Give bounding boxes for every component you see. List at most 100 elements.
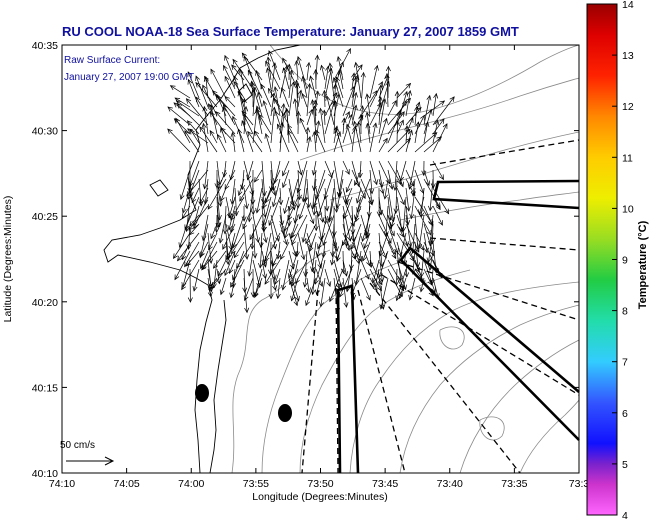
range-line [429,237,580,251]
current-arrow [369,268,382,292]
current-arrow [208,232,218,251]
current-arrow [414,232,425,251]
current-arrow [310,99,317,135]
current-arrow [270,178,277,196]
colorbar-tick-label: 12 [622,101,634,113]
current-arrow [423,232,429,254]
current-arrow [329,250,335,266]
contour-line [299,269,471,474]
range-line [357,289,406,474]
colorbar-ticks: 14 13 12 11 10 9 8 7 6 5 4 [612,0,634,519]
x-axis-label: Longitude (Degrees:Minutes) [252,491,387,503]
current-arrow [167,128,191,153]
current-arrow [423,136,443,153]
current-arrow [432,205,443,226]
x-tick-label: 73:50 [307,478,333,490]
current-arrow [414,268,434,297]
current-arrow [200,241,209,258]
current-arrow [261,259,268,280]
current-arrow [191,187,200,204]
current-arrow [396,223,404,238]
current-arrow [270,214,280,243]
current-arrow [378,98,387,135]
current-arrow [270,92,277,117]
current-arrow [432,187,450,215]
current-arrow [210,68,227,99]
current-arrow [311,169,317,192]
current-arrow [324,187,330,212]
current-arrow [332,77,344,108]
current-arrow [243,113,254,135]
current-arrow [188,178,194,198]
current-arrow [195,96,209,117]
current-arrow [358,113,364,135]
figure-title: RU COOL NOAA-18 Sea Surface Temperature:… [62,24,519,39]
scale-arrow [66,456,115,466]
current-arrow [369,187,375,206]
current-vectors [167,48,455,314]
x-tick-label: 73:3 [569,478,590,490]
colorbar-tick-label: 13 [622,50,634,62]
current-arrow [353,232,362,260]
current-arrow [261,223,268,244]
current-arrow [274,110,281,126]
current-arrow [247,250,254,277]
current-arrow [378,196,384,216]
current-arrow [188,160,200,188]
current-arrow [181,205,191,219]
current-arrow [222,205,228,235]
x-tick-label: 73:55 [243,478,269,490]
current-arrow [288,268,300,302]
current-arrow [273,97,290,126]
current-arrow [324,268,332,287]
current-arrow [426,232,434,264]
current-arrow [291,214,308,246]
current-arrow [296,56,308,90]
current-arrow [280,87,290,108]
current-arrow [265,60,281,90]
current-arrow [282,160,290,177]
current-arrow [247,69,263,99]
current-arrow [308,232,317,253]
current-arrow [324,160,333,179]
current-arrow [378,80,391,117]
colorbar-tick-label: 6 [622,408,628,420]
current-arrow [202,84,218,117]
y-tick-label: 40:10 [32,468,58,480]
current-arrow [287,124,299,144]
current-arrow [262,100,272,126]
current-arrow [410,250,416,275]
range-line [381,274,580,396]
current-arrow [241,120,254,153]
colorbar-tick-label: 9 [622,255,628,267]
current-arrow [306,178,312,209]
current-arrow [288,232,298,258]
current-arrow [264,259,281,285]
current-arrow [373,268,380,288]
current-arrow [224,54,236,81]
current-arrow [288,69,294,99]
contour-line [439,326,465,350]
current-arrow [404,259,410,278]
current-arrow [181,241,191,261]
current-arrow [414,132,438,153]
current-arrow [233,241,245,259]
current-arrow [345,123,353,144]
current-arrow [288,187,295,207]
current-arrow [313,214,319,232]
current-arrow [229,277,236,299]
current-arrow [352,120,362,153]
current-arrow [368,250,374,269]
current-arrow [315,268,324,288]
current-arrow [423,121,430,144]
current-arrow [306,83,312,117]
current-arrow [396,169,404,188]
current-arrow [354,250,362,286]
current-arrow [295,187,301,209]
current-arrow [220,127,236,144]
current-arrow [212,90,236,117]
current-arrow [225,241,236,261]
current-arrow [199,126,218,153]
current-arrow [222,223,236,250]
current-arrow [222,104,236,126]
